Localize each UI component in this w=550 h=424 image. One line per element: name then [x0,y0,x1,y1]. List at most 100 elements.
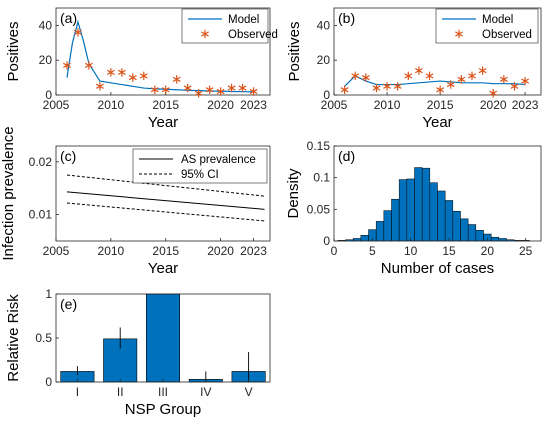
legend-label: Model [482,14,513,26]
y-tick-label: 0 [323,88,330,102]
panel-a-axes-box [55,7,271,96]
histogram-bar [383,210,392,242]
x-tick-label: 25 [519,244,533,258]
x-tick-label: 2010 [98,244,125,258]
observed-marker-stroke [216,88,225,95]
x-axis-label: Year [148,260,178,277]
x-axis-label: Year [148,114,178,131]
y-axis-label: Infection prevalence [0,126,17,260]
panel-c-axes-box [55,145,271,242]
legend-label: Model [228,14,259,26]
legend-box [132,148,268,184]
y-tick-label: 40 [317,18,331,32]
observed-point [238,83,247,93]
panel-b: 2005 2010 2015 2020 2023 0 20 40 Year Positives (b… [286,7,542,131]
observed-point [372,83,381,93]
observed-point [446,80,455,89]
panel-label: (c) [60,148,76,164]
observed-point [436,85,445,94]
x-axis-label: Year [422,114,452,131]
histogram-bar [391,198,400,242]
observed-point [455,29,463,39]
prevalence-line [66,191,265,210]
x-tick-label: 2005 [321,98,348,112]
observed-marker-stroke [139,73,148,79]
x-tick-label: II [117,385,124,399]
observed-marker-stroke [74,29,82,35]
legend-box [435,8,539,44]
observed-marker-stroke [425,73,434,79]
observed-point [74,28,82,37]
observed-marker-stroke [521,78,530,84]
observed-marker-stroke [455,31,463,37]
x-tick-label: 2020 [207,244,234,258]
x-tick-label: 2010 [98,98,125,112]
observed-marker-stroke [436,87,445,93]
histogram-bar [490,236,500,242]
model-line [344,75,526,87]
histogram-bar [406,178,415,242]
y-tick-label: 0 [323,234,330,248]
observed-marker-stroke [372,85,381,91]
observed-marker-stroke [489,90,498,96]
y-tick-label: 20 [317,53,331,67]
observed-point [414,66,423,75]
observed-point [489,89,498,98]
panel-label: (e) [60,296,77,312]
observed-point [139,71,148,81]
observed-marker-stroke [499,76,508,82]
histogram-bar [452,210,461,242]
observed-marker-stroke [227,85,236,91]
histogram-bar [467,224,477,242]
observed-marker-stroke [205,87,214,93]
observed-point [194,89,203,98]
y-tick-label: 0.5 [35,331,52,345]
legend: Model Observed [181,8,278,44]
x-tick-label: 0 [331,244,338,258]
y-tick-label: 0.05 [307,202,331,216]
legend-box [181,8,269,44]
observed-point [216,87,225,96]
observed-marker-stroke [383,83,392,89]
observed-point [478,66,487,75]
observed-point [205,85,214,94]
observed-point [457,75,466,84]
histogram-bar [398,179,408,242]
observed-point [201,29,209,39]
observed-marker-stroke [249,88,258,95]
observed-point [393,82,402,91]
x-tick-label: 10 [404,244,418,258]
ci-line [66,174,265,197]
x-tick-label: 2005 [43,98,70,112]
panel-b-axes-box [333,7,542,96]
observed-point [351,71,360,81]
observed-point [227,83,236,93]
histogram-bar [460,218,469,242]
observed-point [84,61,93,70]
x-tick-label: 2020 [480,98,507,112]
y-tick-label: 40 [39,18,53,32]
x-tick-label: 2015 [427,98,454,112]
y-tick-label: 0.01 [29,208,53,222]
observed-point [249,87,258,96]
observed-marker-stroke [361,74,370,81]
panel-label: (d) [338,148,355,164]
observed-marker-stroke [404,73,413,79]
observed-marker-stroke [106,69,115,75]
observed-point [183,83,192,93]
histogram-bar [375,221,385,242]
observed-point [128,73,137,82]
observed-marker-stroke [84,62,93,69]
x-axis-label: Number of cases [381,260,494,277]
panel-label: (a) [60,10,77,26]
x-tick-label: 5 [369,244,376,258]
x-tick-label: 2023 [512,98,539,112]
x-tick-label: 2023 [240,98,267,112]
y-axis-label: Density [285,168,302,219]
y-tick-label: 0 [45,375,52,389]
observed-marker-stroke [238,85,247,91]
observed-marker-stroke [457,76,466,82]
y-tick-label: 1 [45,287,52,301]
x-tick-label: 2015 [152,98,179,112]
